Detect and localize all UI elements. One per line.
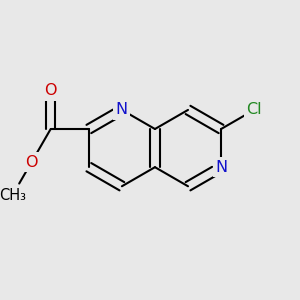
Text: CH₃: CH₃ <box>0 188 26 202</box>
Text: N: N <box>215 160 227 175</box>
Text: N: N <box>116 102 128 117</box>
Text: O: O <box>44 83 57 98</box>
Text: O: O <box>25 154 38 169</box>
Text: Cl: Cl <box>246 102 262 117</box>
